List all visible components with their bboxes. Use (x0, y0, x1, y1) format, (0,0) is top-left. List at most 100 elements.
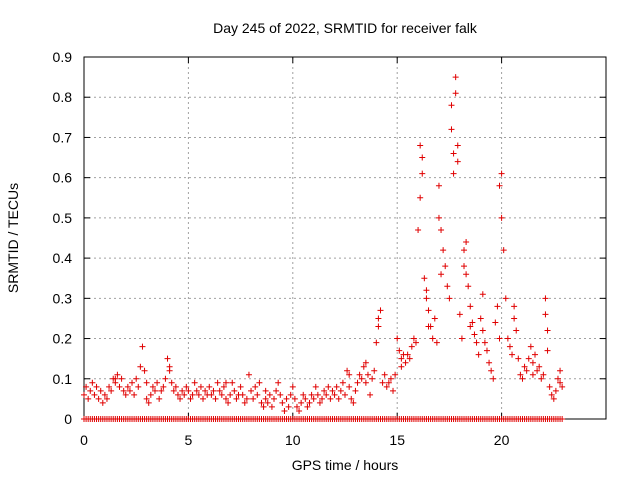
data-point (281, 407, 288, 414)
data-point (287, 391, 294, 398)
data-point (423, 295, 430, 302)
data-point (252, 383, 259, 390)
y-tick-label: 0.6 (53, 170, 73, 186)
data-point (452, 74, 459, 81)
data-point (333, 383, 340, 390)
data-point (475, 351, 482, 358)
data-point (431, 315, 438, 322)
x-tick-label: 20 (494, 432, 510, 448)
data-point (492, 319, 499, 326)
data-point (486, 359, 493, 366)
data-point (408, 343, 415, 350)
data-point (506, 343, 513, 350)
data-point (394, 335, 401, 342)
data-point (245, 371, 252, 378)
data-point (387, 375, 394, 382)
data-point (532, 351, 539, 358)
data-point (302, 395, 309, 402)
data-point (450, 150, 457, 157)
data-points (81, 74, 566, 422)
data-point (285, 403, 292, 410)
data-point (310, 395, 317, 402)
data-point (271, 395, 278, 402)
data-point (481, 339, 488, 346)
data-point (425, 323, 432, 330)
data-point (99, 399, 106, 406)
data-point (542, 311, 549, 318)
data-point (239, 391, 246, 398)
data-point (496, 335, 503, 342)
data-point (498, 214, 505, 221)
y-tick-label: 0 (64, 411, 72, 427)
data-point (519, 375, 526, 382)
data-point (147, 391, 154, 398)
data-point (440, 247, 447, 254)
data-point (461, 263, 468, 270)
data-point (191, 379, 198, 386)
data-point (304, 403, 311, 410)
data-point (354, 379, 361, 386)
y-axis-label: SRMTID / TECUs (5, 183, 21, 293)
data-point (358, 375, 365, 382)
data-point (154, 379, 161, 386)
data-point (438, 226, 445, 233)
data-point (521, 363, 528, 370)
data-point (187, 395, 194, 402)
data-point (300, 391, 307, 398)
data-point (291, 395, 298, 402)
data-point (517, 371, 524, 378)
data-point (141, 367, 148, 374)
data-point (179, 387, 186, 394)
data-point (323, 391, 330, 398)
data-point (222, 395, 229, 402)
data-point (346, 383, 353, 390)
data-point (461, 247, 468, 254)
data-point (419, 154, 426, 161)
data-point (106, 383, 113, 390)
data-point (151, 387, 158, 394)
data-point (108, 387, 115, 394)
data-point (500, 247, 507, 254)
data-point (120, 387, 127, 394)
data-point (279, 399, 286, 406)
data-point (131, 391, 138, 398)
data-point (534, 367, 541, 374)
data-point (396, 347, 403, 354)
data-point (360, 363, 367, 370)
data-point (375, 315, 382, 322)
data-point (525, 355, 532, 362)
data-point (168, 379, 175, 386)
data-point (181, 391, 188, 398)
data-point (256, 379, 263, 386)
data-point (550, 395, 557, 402)
y-tick-label: 0.8 (53, 89, 73, 105)
data-point (202, 387, 209, 394)
data-point (222, 379, 229, 386)
data-point (195, 391, 202, 398)
data-point (101, 391, 108, 398)
data-point (145, 399, 152, 406)
data-point (444, 283, 451, 290)
data-point (137, 363, 144, 370)
data-point (344, 367, 351, 374)
data-point (133, 375, 140, 382)
data-point (429, 335, 436, 342)
data-point (559, 383, 566, 390)
data-point (529, 371, 536, 378)
data-point (114, 371, 121, 378)
data-point (454, 158, 461, 165)
data-point (473, 339, 480, 346)
data-point (337, 387, 344, 394)
data-point (174, 391, 181, 398)
data-point (552, 387, 559, 394)
data-point (406, 355, 413, 362)
data-point (381, 371, 388, 378)
data-point (250, 395, 257, 402)
data-point (160, 383, 167, 390)
y-tick-label: 0.5 (53, 210, 73, 226)
data-point (448, 102, 455, 109)
data-point (335, 395, 342, 402)
data-point (504, 335, 511, 342)
data-point (321, 387, 328, 394)
data-point (122, 391, 129, 398)
